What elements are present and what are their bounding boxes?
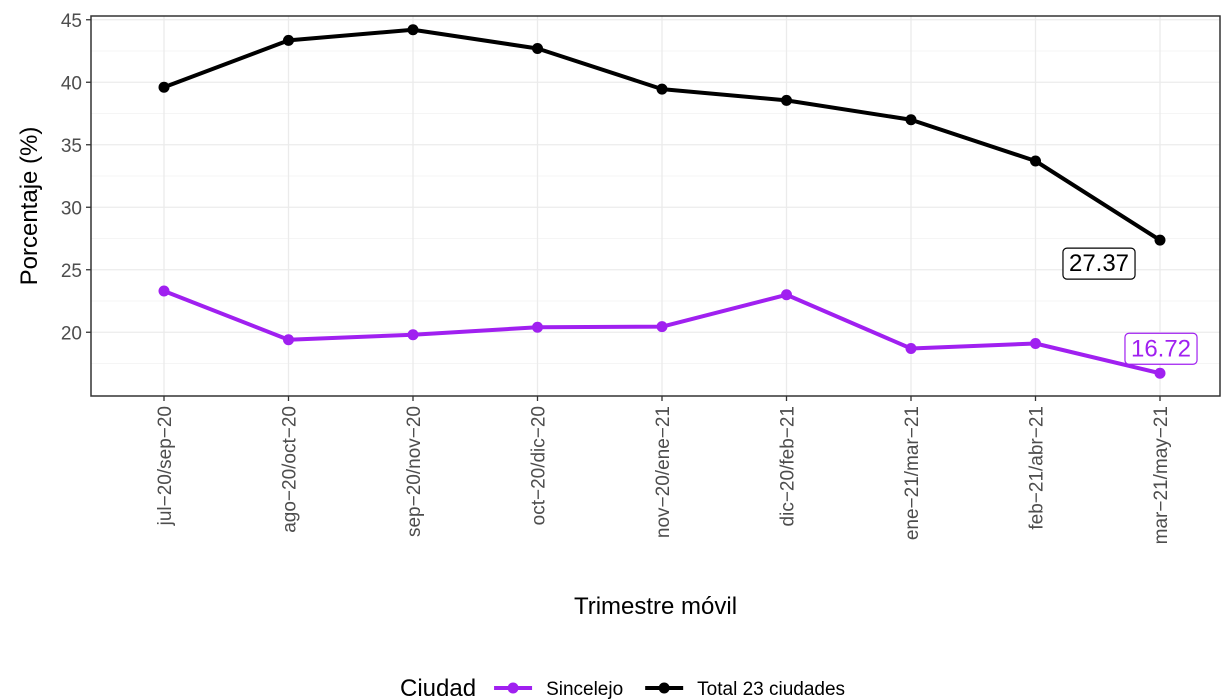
x-tick-label: oct−20/dic−20 [529, 406, 550, 525]
x-tick-label: sep−20/nov−20 [404, 406, 425, 537]
legend: Ciudad Sincelejo Total 23 ciudades [400, 675, 845, 700]
y-tick-label: 45 [61, 11, 82, 32]
x-tick-label: dic−20/feb−21 [778, 406, 799, 526]
y-tick-label: 20 [61, 323, 82, 344]
data-point [1030, 155, 1041, 167]
x-tick-label: feb−21/abr−21 [1027, 406, 1048, 530]
y-tick-label: 40 [61, 73, 82, 94]
data-point [407, 329, 419, 341]
x-axis-title: Trimestre móvil [574, 593, 737, 620]
data-point [532, 321, 543, 333]
y-tick-label: 30 [61, 198, 82, 219]
data-point [905, 343, 917, 354]
data-label-text: 27.37 [1069, 250, 1129, 277]
data-label-text: 16.72 [1131, 335, 1191, 362]
x-tick-label: mar−21/may−21 [1151, 406, 1172, 544]
data-point [781, 94, 792, 106]
legend-item: Sincelejo [494, 679, 623, 700]
legend-key-point [658, 682, 670, 694]
data-label: 16.72 [1124, 332, 1198, 365]
x-tick-label: jul−20/sep−20 [155, 406, 176, 526]
data-point [1030, 338, 1041, 349]
data-point [1154, 367, 1166, 379]
legend-item: Total 23 ciudades [645, 679, 845, 700]
series-layer: 27.37 16.72 [158, 24, 1198, 379]
data-label-box [1062, 247, 1136, 280]
legend-key-point [507, 682, 519, 694]
x-tick-label: nov−20/ene−21 [653, 406, 674, 538]
x-tick-label: ago−20/oct−20 [280, 406, 301, 533]
data-point [283, 334, 294, 346]
y-axis-title: Porcentaje (%) [16, 127, 43, 286]
data-label-box [1124, 332, 1198, 365]
data-point [656, 321, 668, 333]
data-point [532, 43, 543, 54]
data-point [1154, 234, 1166, 246]
panel-border [90, 15, 1221, 397]
y-tick-label: 25 [61, 261, 82, 282]
data-point [407, 24, 419, 36]
x-tick-label: ene−21/mar−21 [902, 406, 923, 540]
data-point [905, 114, 917, 126]
grid [91, 16, 1220, 396]
data-point [656, 83, 668, 95]
data-point [781, 289, 792, 301]
legend-label: Total 23 ciudades [697, 679, 845, 700]
series-total-23-ciudades [158, 24, 1166, 246]
y-axis: 20 25 30 35 40 45 [61, 11, 91, 344]
data-point [158, 285, 170, 297]
x-axis: jul−20/sep−20 ago−20/oct−20 sep−20/nov−20 o… [155, 396, 1172, 544]
legend-title: Ciudad [400, 675, 476, 700]
data-label: 27.37 [1062, 247, 1136, 280]
legend-label: Sincelejo [546, 679, 623, 700]
data-point [283, 34, 294, 46]
data-point [158, 81, 170, 93]
series-sincelejo [158, 285, 1166, 379]
y-tick-label: 35 [61, 136, 82, 157]
